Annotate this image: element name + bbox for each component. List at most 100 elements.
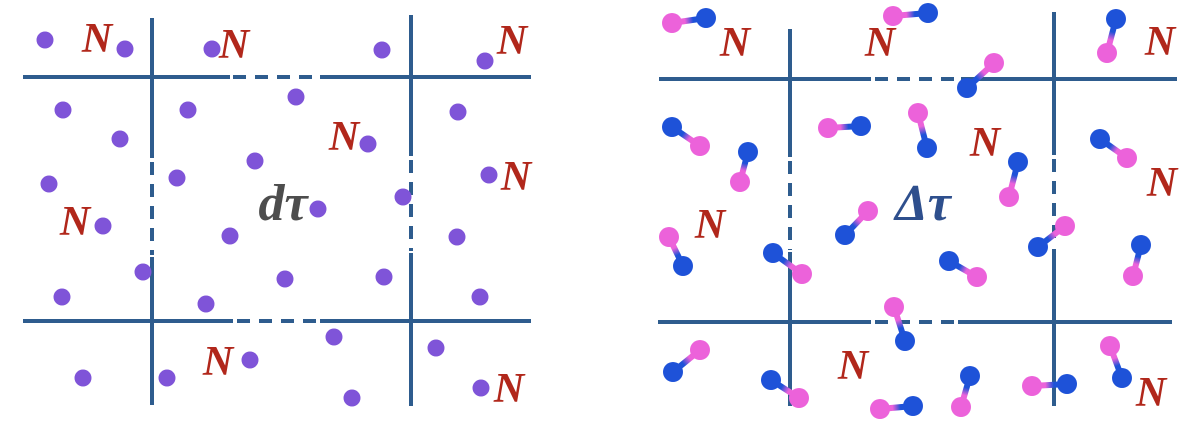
dimer-particle (761, 370, 809, 408)
monomer-particle (116, 40, 134, 58)
dimer-pink-atom (884, 297, 904, 317)
time-step-label: Δτ (893, 175, 953, 232)
dimer-pink-atom (659, 227, 679, 247)
monomer-particle (94, 217, 112, 235)
monomer-particle (134, 263, 152, 281)
dimer-particle (1097, 9, 1126, 63)
cell-count-label: N (202, 339, 235, 385)
dimer-pink-atom (1055, 216, 1075, 236)
dimer-blue-atom (1057, 374, 1077, 394)
monomer-particle (221, 227, 239, 245)
dimer-pink-atom (1022, 376, 1042, 396)
monomer-particle (179, 101, 197, 119)
cell-count-label: N (694, 202, 727, 248)
dimer-pink-atom (1097, 43, 1117, 63)
cell-count-label: N (328, 114, 361, 160)
monomer-particle (203, 40, 221, 58)
dimer-particle (818, 116, 871, 138)
dimer-pink-atom (789, 388, 809, 408)
monomer-particle (74, 369, 92, 387)
monomer-particle (472, 379, 490, 397)
panel-monomer-lattice: N N N N N N N Ndτ (23, 15, 533, 412)
monomer-particle (476, 52, 494, 70)
cell-count-label: N (81, 16, 114, 62)
cell-count-label: N (500, 154, 533, 200)
dimer-pink-atom (883, 6, 903, 26)
dimer-particle (662, 117, 710, 156)
monomer-particle (471, 288, 489, 306)
monomer-particle (53, 288, 71, 306)
dimer-blue-atom (1106, 9, 1126, 29)
dimer-blue-atom (1028, 237, 1048, 257)
dimer-pink-atom (870, 399, 890, 419)
dimer-blue-atom (1008, 152, 1028, 172)
dimer-pink-atom (967, 267, 987, 287)
monomer-particle (373, 41, 391, 59)
monomer-particle (111, 130, 129, 148)
cell-count-label: N (218, 22, 251, 68)
dimer-particle (1123, 235, 1151, 286)
dimer-blue-atom (738, 142, 758, 162)
dimer-blue-atom (696, 8, 716, 28)
monomer-particle (359, 135, 377, 153)
dimer-pink-atom (1117, 148, 1137, 168)
dimer-blue-atom (1112, 368, 1132, 388)
dimer-particle (1028, 216, 1075, 257)
dimer-particle (663, 340, 710, 382)
dimer-blue-atom (957, 78, 977, 98)
dimer-blue-atom (851, 116, 871, 136)
dimer-blue-atom (763, 243, 783, 263)
monomer-particle (394, 188, 412, 206)
dimer-particle (730, 142, 758, 192)
cell-count-label: N (837, 343, 870, 389)
cell-count-label: N (496, 18, 529, 64)
monomer-particle (427, 339, 445, 357)
dimer-blue-atom (1090, 129, 1110, 149)
dimer-particle (870, 396, 923, 419)
dimer-particle (884, 297, 915, 351)
monomer-particle (158, 369, 176, 387)
dimer-particle (662, 8, 716, 33)
time-step-label: dτ (258, 175, 309, 232)
dimer-particle (957, 53, 1004, 98)
dimer-blue-atom (918, 3, 938, 23)
dimer-particle (835, 201, 878, 245)
monomer-particle (448, 228, 466, 246)
monomer-particle (343, 389, 361, 407)
dimer-particle (999, 152, 1028, 207)
monomer-particle (40, 175, 58, 193)
dimer-blue-atom (903, 396, 923, 416)
dimer-blue-atom (835, 225, 855, 245)
dimer-pink-atom (818, 118, 838, 138)
cell-count-label: N (1144, 19, 1177, 65)
dimer-particle (883, 3, 938, 26)
dimer-particle (659, 227, 693, 276)
monomer-particle (480, 166, 498, 184)
monomer-particle (375, 268, 393, 286)
dimer-blue-atom (1131, 235, 1151, 255)
cell-count-label: N (59, 199, 92, 245)
cell-count-label: N (1146, 160, 1179, 206)
dimer-blue-atom (960, 366, 980, 386)
dimer-pink-atom (908, 103, 928, 123)
dimer-pink-atom (1100, 336, 1120, 356)
monomer-particle (36, 31, 54, 49)
monomer-particle (309, 200, 327, 218)
monomer-particle (276, 270, 294, 288)
dimer-pink-atom (792, 264, 812, 284)
monomer-particle (197, 295, 215, 313)
dimer-particle (763, 243, 812, 284)
cell-count-label: N (1135, 370, 1168, 416)
dimer-blue-atom (761, 370, 781, 390)
dimer-pink-atom (662, 13, 682, 33)
dimer-particle (908, 103, 937, 158)
monomer-particle (241, 351, 259, 369)
dimer-blue-atom (939, 251, 959, 271)
dimer-blue-atom (673, 256, 693, 276)
dimer-particle (939, 251, 987, 287)
dimer-pink-atom (690, 136, 710, 156)
cell-count-label: N (493, 366, 526, 412)
monomer-particle (287, 88, 305, 106)
